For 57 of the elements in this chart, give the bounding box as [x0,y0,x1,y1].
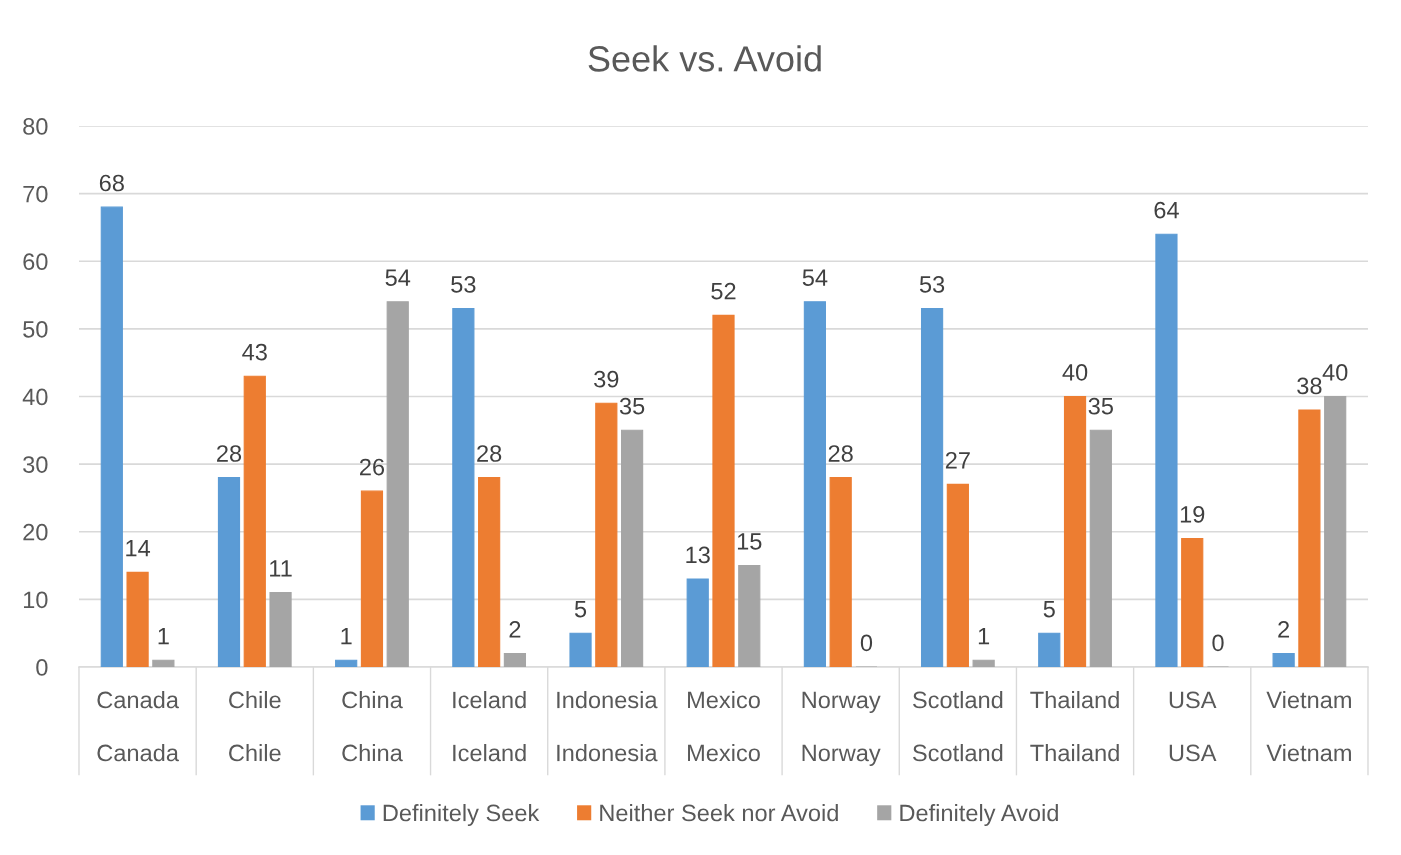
category-label: Canada Canada [97,690,179,762]
data-label: 40 [1322,364,1348,381]
data-label: 35 [619,397,645,415]
data-label: 26 [360,458,385,476]
y-tick-label: 0 [36,659,48,676]
category-label: Vietnam Vietnam [1266,690,1351,762]
category-label: Scotland Scotland [913,690,1003,762]
y-tick-label: 40 [22,388,48,406]
category-label: Norway Norway [802,691,881,767]
data-label: 2 [509,620,521,638]
data-label: 0 [1212,634,1224,652]
category-label: Thailand Thailand [1030,690,1119,762]
y-tick-label: 60 [23,253,48,271]
data-label: 53 [919,276,945,293]
category-label: Mexico Mexico [688,690,760,762]
data-label: 35 [1088,397,1113,415]
data-label: 5 [1043,600,1055,618]
legend-label: Definitely Seek [383,804,540,827]
category-label: Chile Chile [229,690,281,762]
data-label: 13 [686,546,710,564]
data-label: 1 [341,627,352,645]
legend-label: Neither Seek nor Avoid [600,804,838,822]
category-label: Indonesia Indonesia [557,690,658,762]
data-label: 68 [99,174,124,192]
data-label: 11 [270,560,292,577]
data-label: 28 [477,445,502,462]
category-label: Iceland Iceland [453,690,526,762]
data-label: 54 [385,269,411,287]
data-label: 28 [217,445,242,462]
legend-label: Definitely Avoid [900,804,1058,827]
data-label: 0 [860,634,873,652]
data-label: 54 [802,269,828,287]
data-label: 38 [1297,377,1322,395]
data-label: 40 [1062,364,1088,381]
data-label: 27 [945,451,970,469]
data-label: 2 [1278,620,1290,638]
data-label: 64 [1154,201,1179,219]
category-label: China China [342,690,403,762]
data-label: 53 [451,276,476,293]
data-label: 19 [1180,506,1205,523]
chart-title: Seek vs. Avoid [588,45,821,72]
data-label: 5 [574,600,587,618]
data-label: 52 [711,282,736,300]
data-label: 28 [828,445,853,462]
y-tick-label: 30 [23,456,48,473]
y-tick-label: 50 [23,320,48,338]
data-label: 43 [242,343,267,361]
y-tick-label: 10 [23,591,48,609]
y-tick-label: 70 [23,185,48,203]
data-label: 15 [737,533,762,550]
data-label: 1 [978,627,990,645]
data-label: 14 [126,540,151,557]
data-label: 1 [158,627,169,645]
y-tick-label: 20 [23,523,48,541]
data-label: 39 [594,370,619,388]
y-tick-label: 80 [23,118,48,135]
category-label: USA USA [1169,691,1217,762]
